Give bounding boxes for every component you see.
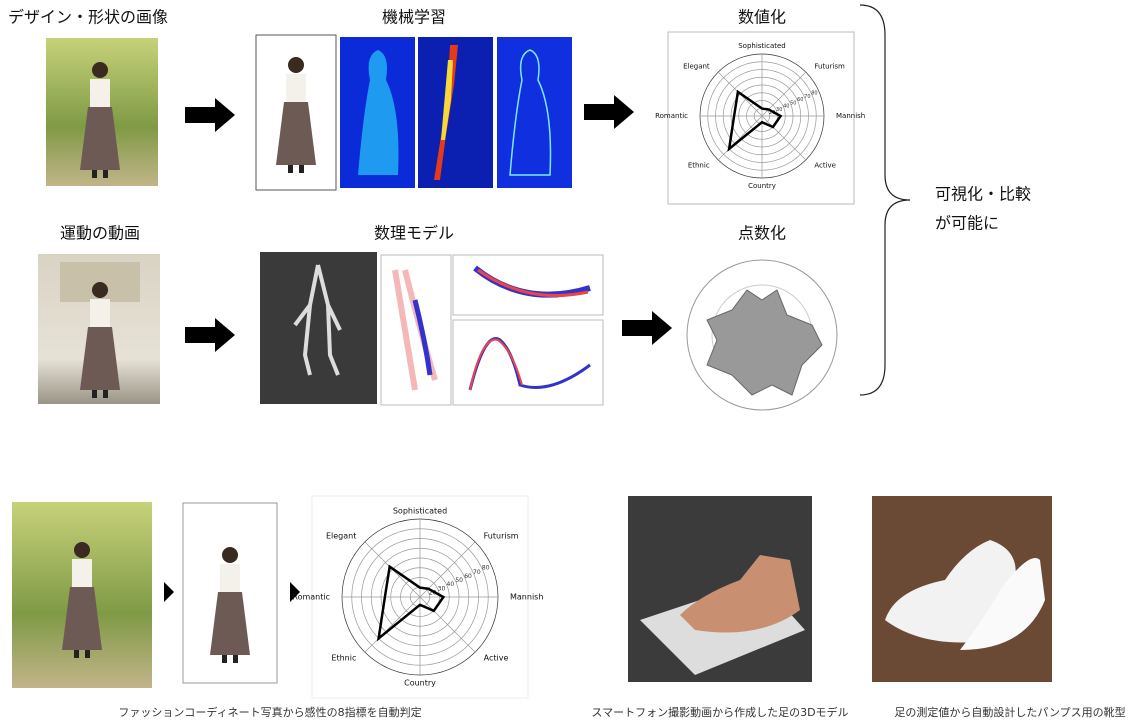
- photo-walking: [38, 254, 160, 404]
- foot-3d-model: [628, 496, 812, 682]
- row2-process-label: 数理モデル: [374, 224, 454, 243]
- radar-spoke: [419, 596, 476, 653]
- radar-axis-label: Futurism: [484, 532, 519, 541]
- radar-chart: Sophisticated Futurism Mannish Active Countr…: [292, 507, 543, 688]
- radar-axis-label: Country: [404, 679, 436, 688]
- radar-axis-label: Active: [484, 653, 509, 662]
- brace: [859, 4, 911, 396]
- radar-ring-label: 60: [464, 573, 472, 580]
- radar-ring-label: 50: [455, 577, 463, 584]
- radar-axis-label: Mannish: [510, 593, 543, 602]
- radar-ring-label: 30: [776, 107, 782, 113]
- radar-axis-label: Ethnic: [331, 653, 356, 662]
- radar-axis-label: Country: [748, 182, 776, 190]
- caption: ファッションコーディネート写真から感性の8指標を自動判定: [118, 705, 421, 719]
- radar-shape: [376, 564, 446, 642]
- conclusion-line: 可視化・比較: [935, 185, 1031, 204]
- arrow: [185, 318, 235, 352]
- score-radar: [676, 240, 846, 420]
- photo-fashion: [46, 38, 158, 186]
- radar-ring-label: 40: [447, 581, 455, 588]
- arrow: [290, 582, 300, 602]
- radar-axis-label: Romantic: [292, 593, 330, 602]
- row1-output-label: 数値化: [738, 8, 786, 27]
- radar-axis-label: Elegant: [683, 63, 710, 71]
- radar-ring-label: 80: [482, 565, 490, 572]
- radar-axis-label: Romantic: [655, 112, 688, 120]
- row2-output-label: 点数化: [738, 224, 786, 243]
- radar-axis-label: Active: [814, 161, 836, 169]
- row1-process-label: 機械学習: [382, 8, 446, 27]
- radar-spoke: [364, 596, 421, 653]
- caption: スマートフォン撮影動画から作成した足の3Dモデル: [591, 705, 848, 719]
- ml-images: [255, 34, 572, 191]
- model-images: [260, 252, 604, 406]
- radar-axis-label: Mannish: [836, 112, 865, 120]
- radar-axis-label: Ethnic: [688, 161, 710, 169]
- radar-chart: Sophisticated Futurism Mannish Active Countr…: [655, 42, 865, 190]
- radar-axis-label: Sophisticated: [738, 42, 786, 50]
- bottom-photo: [12, 502, 152, 688]
- radar-axis-label: Elegant: [326, 532, 356, 541]
- arrow: [164, 582, 174, 602]
- radar-spoke: [717, 115, 763, 161]
- caption: 足の測定値から自動設計したパンプス用の靴型: [894, 705, 1125, 719]
- radar-ring-label: 40: [783, 104, 789, 110]
- radar-ring-label: 20: [429, 589, 437, 596]
- radar-ring-label: 30: [438, 585, 446, 592]
- radar-ring-label: 60: [797, 97, 803, 103]
- row1-input-label: デザイン・形状の画像: [8, 8, 168, 27]
- row2-input-label: 運動の動画: [60, 224, 140, 243]
- radar-ring-label: 70: [804, 94, 810, 100]
- radar-frame: [667, 31, 855, 205]
- radar-ring-label: 80: [811, 91, 817, 97]
- radar-shape: [727, 89, 783, 152]
- radar-ring-label: 70: [473, 569, 481, 576]
- radar-ring-label: 50: [790, 100, 796, 106]
- radar-ring-label: 20: [769, 110, 775, 116]
- arrow: [584, 95, 634, 129]
- radar-axis-label: Futurism: [814, 63, 845, 71]
- arrow: [622, 311, 672, 345]
- shoe-last-photo: [872, 496, 1052, 682]
- radar-axis-label: Sophisticated: [393, 507, 447, 516]
- radar-spoke: [761, 115, 807, 161]
- conclusion-line: が可能に: [935, 214, 999, 233]
- arrow: [185, 98, 235, 132]
- bottom-cutout: [182, 502, 278, 684]
